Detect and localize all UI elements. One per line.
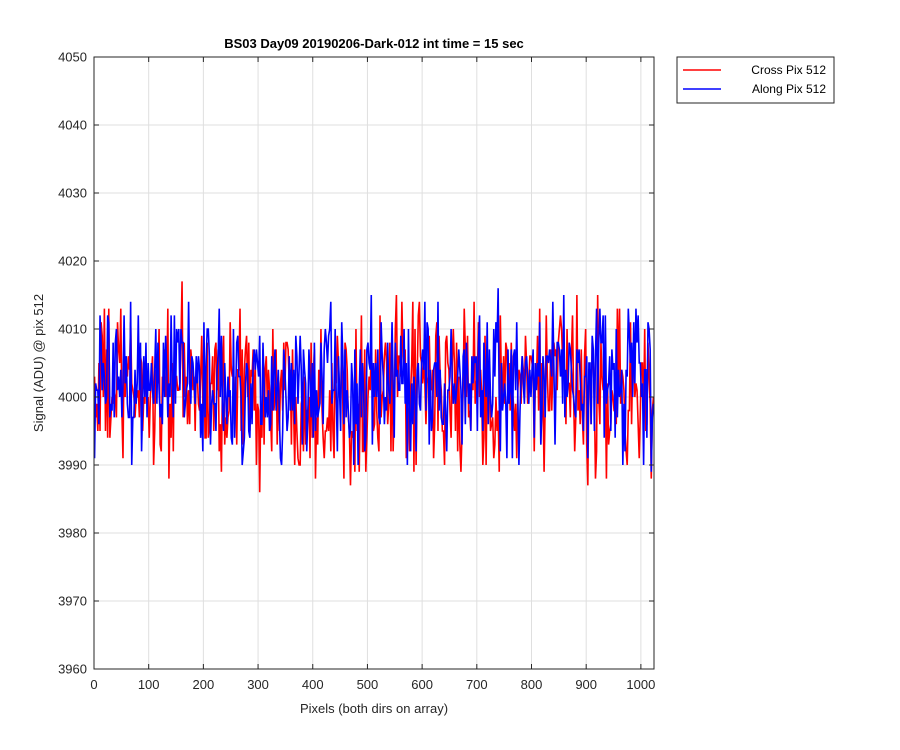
- y-tick-label: 4030: [58, 186, 87, 201]
- legend: Cross Pix 512 Along Pix 512: [676, 56, 835, 104]
- x-tick-label: 200: [193, 677, 215, 692]
- plot-frame: [93, 56, 655, 670]
- legend-label: Along Pix 512: [752, 82, 826, 96]
- x-tick-label: 700: [466, 677, 488, 692]
- axis-ticks: 0 100 200 300 400 500 600 700 800 900 1000 3960 3970…: [58, 50, 655, 693]
- x-tick-label: 300: [247, 677, 269, 692]
- x-axis-label: Pixels (both dirs on array): [300, 701, 448, 716]
- x-tick-label: 100: [138, 677, 160, 692]
- x-tick-label: 900: [575, 677, 597, 692]
- x-tick-label: 400: [302, 677, 324, 692]
- chart-title: BS03 Day09 20190206-Dark-012 int time = …: [224, 36, 524, 51]
- series-line-1: [93, 281, 655, 493]
- x-tick-label: 0: [90, 677, 97, 692]
- x-tick-label: 800: [521, 677, 543, 692]
- x-tick-label: 500: [357, 677, 379, 692]
- x-tick-label: 600: [411, 677, 433, 692]
- y-tick-label: 4050: [58, 50, 87, 65]
- legend-label: Cross Pix 512: [751, 63, 826, 77]
- series-line-2: [93, 288, 655, 472]
- y-tick-label: 3990: [58, 458, 87, 473]
- y-tick-label: 4020: [58, 254, 87, 269]
- y-axis-label: Signal (ADU) @ pix 512: [31, 294, 46, 432]
- y-tick-label: 3980: [58, 526, 87, 541]
- y-tick-label: 4040: [58, 118, 87, 133]
- series-layer: [93, 281, 655, 493]
- legend-box: [676, 56, 835, 104]
- y-tick-label: 3960: [58, 662, 87, 677]
- y-tick-label: 4010: [58, 322, 87, 337]
- y-tick-label: 3970: [58, 594, 87, 609]
- x-tick-label: 1000: [626, 677, 655, 692]
- y-tick-label: 4000: [58, 390, 87, 405]
